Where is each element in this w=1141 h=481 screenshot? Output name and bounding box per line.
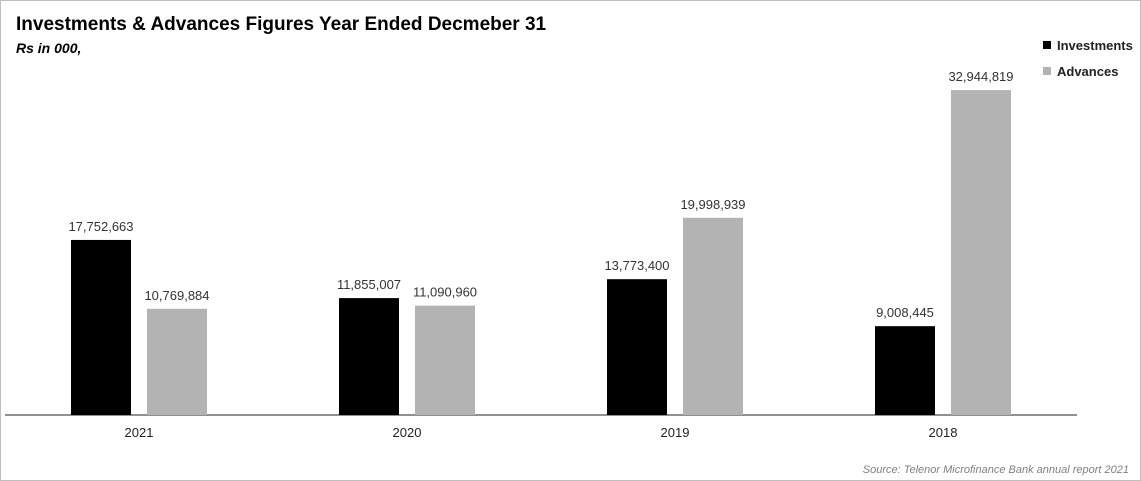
legend-swatch-investments	[1043, 41, 1051, 49]
bar-advances-2018	[951, 90, 1011, 416]
bar-advances-2019	[683, 217, 743, 415]
source-note: Source: Telenor Microfinance Bank annual…	[862, 464, 1129, 476]
bar-advances-2021	[147, 308, 207, 415]
data-label-advances-2021: 10,769,884	[144, 288, 209, 303]
x-tick-label-2019: 2019	[661, 425, 690, 440]
x-tick-label-2020: 2020	[393, 425, 422, 440]
data-label-advances-2018: 32,944,819	[948, 69, 1013, 84]
legend-item-investments: Investments	[1043, 35, 1133, 55]
legend-swatch-advances	[1043, 67, 1051, 75]
bar-investments-2021	[71, 239, 131, 415]
legend-label-advances: Advances	[1057, 63, 1119, 79]
data-label-advances-2020: 11,090,960	[413, 285, 477, 300]
bar-investments-2018	[875, 326, 935, 415]
bar-investments-2020	[339, 298, 399, 415]
data-label-investments-2018: 9,008,445	[876, 305, 934, 320]
legend-item-advances: Advances	[1043, 61, 1133, 81]
data-label-investments-2020: 11,855,007	[337, 277, 401, 292]
chart-subtitle: Rs in 000,	[16, 40, 82, 56]
data-label-advances-2019: 19,998,939	[680, 197, 745, 212]
bar-advances-2020	[415, 305, 475, 415]
data-label-investments-2021: 17,752,663	[68, 219, 133, 234]
data-label-investments-2019: 13,773,400	[604, 258, 669, 273]
chart-title: Investments & Advances Figures Year Ende…	[16, 14, 547, 35]
legend-label-investments: Investments	[1057, 37, 1133, 53]
bar-investments-2019	[607, 279, 667, 415]
x-tick-label-2021: 2021	[125, 425, 154, 440]
x-tick-label-2018: 2018	[929, 425, 958, 440]
legend: Investments Advances	[1043, 35, 1133, 87]
